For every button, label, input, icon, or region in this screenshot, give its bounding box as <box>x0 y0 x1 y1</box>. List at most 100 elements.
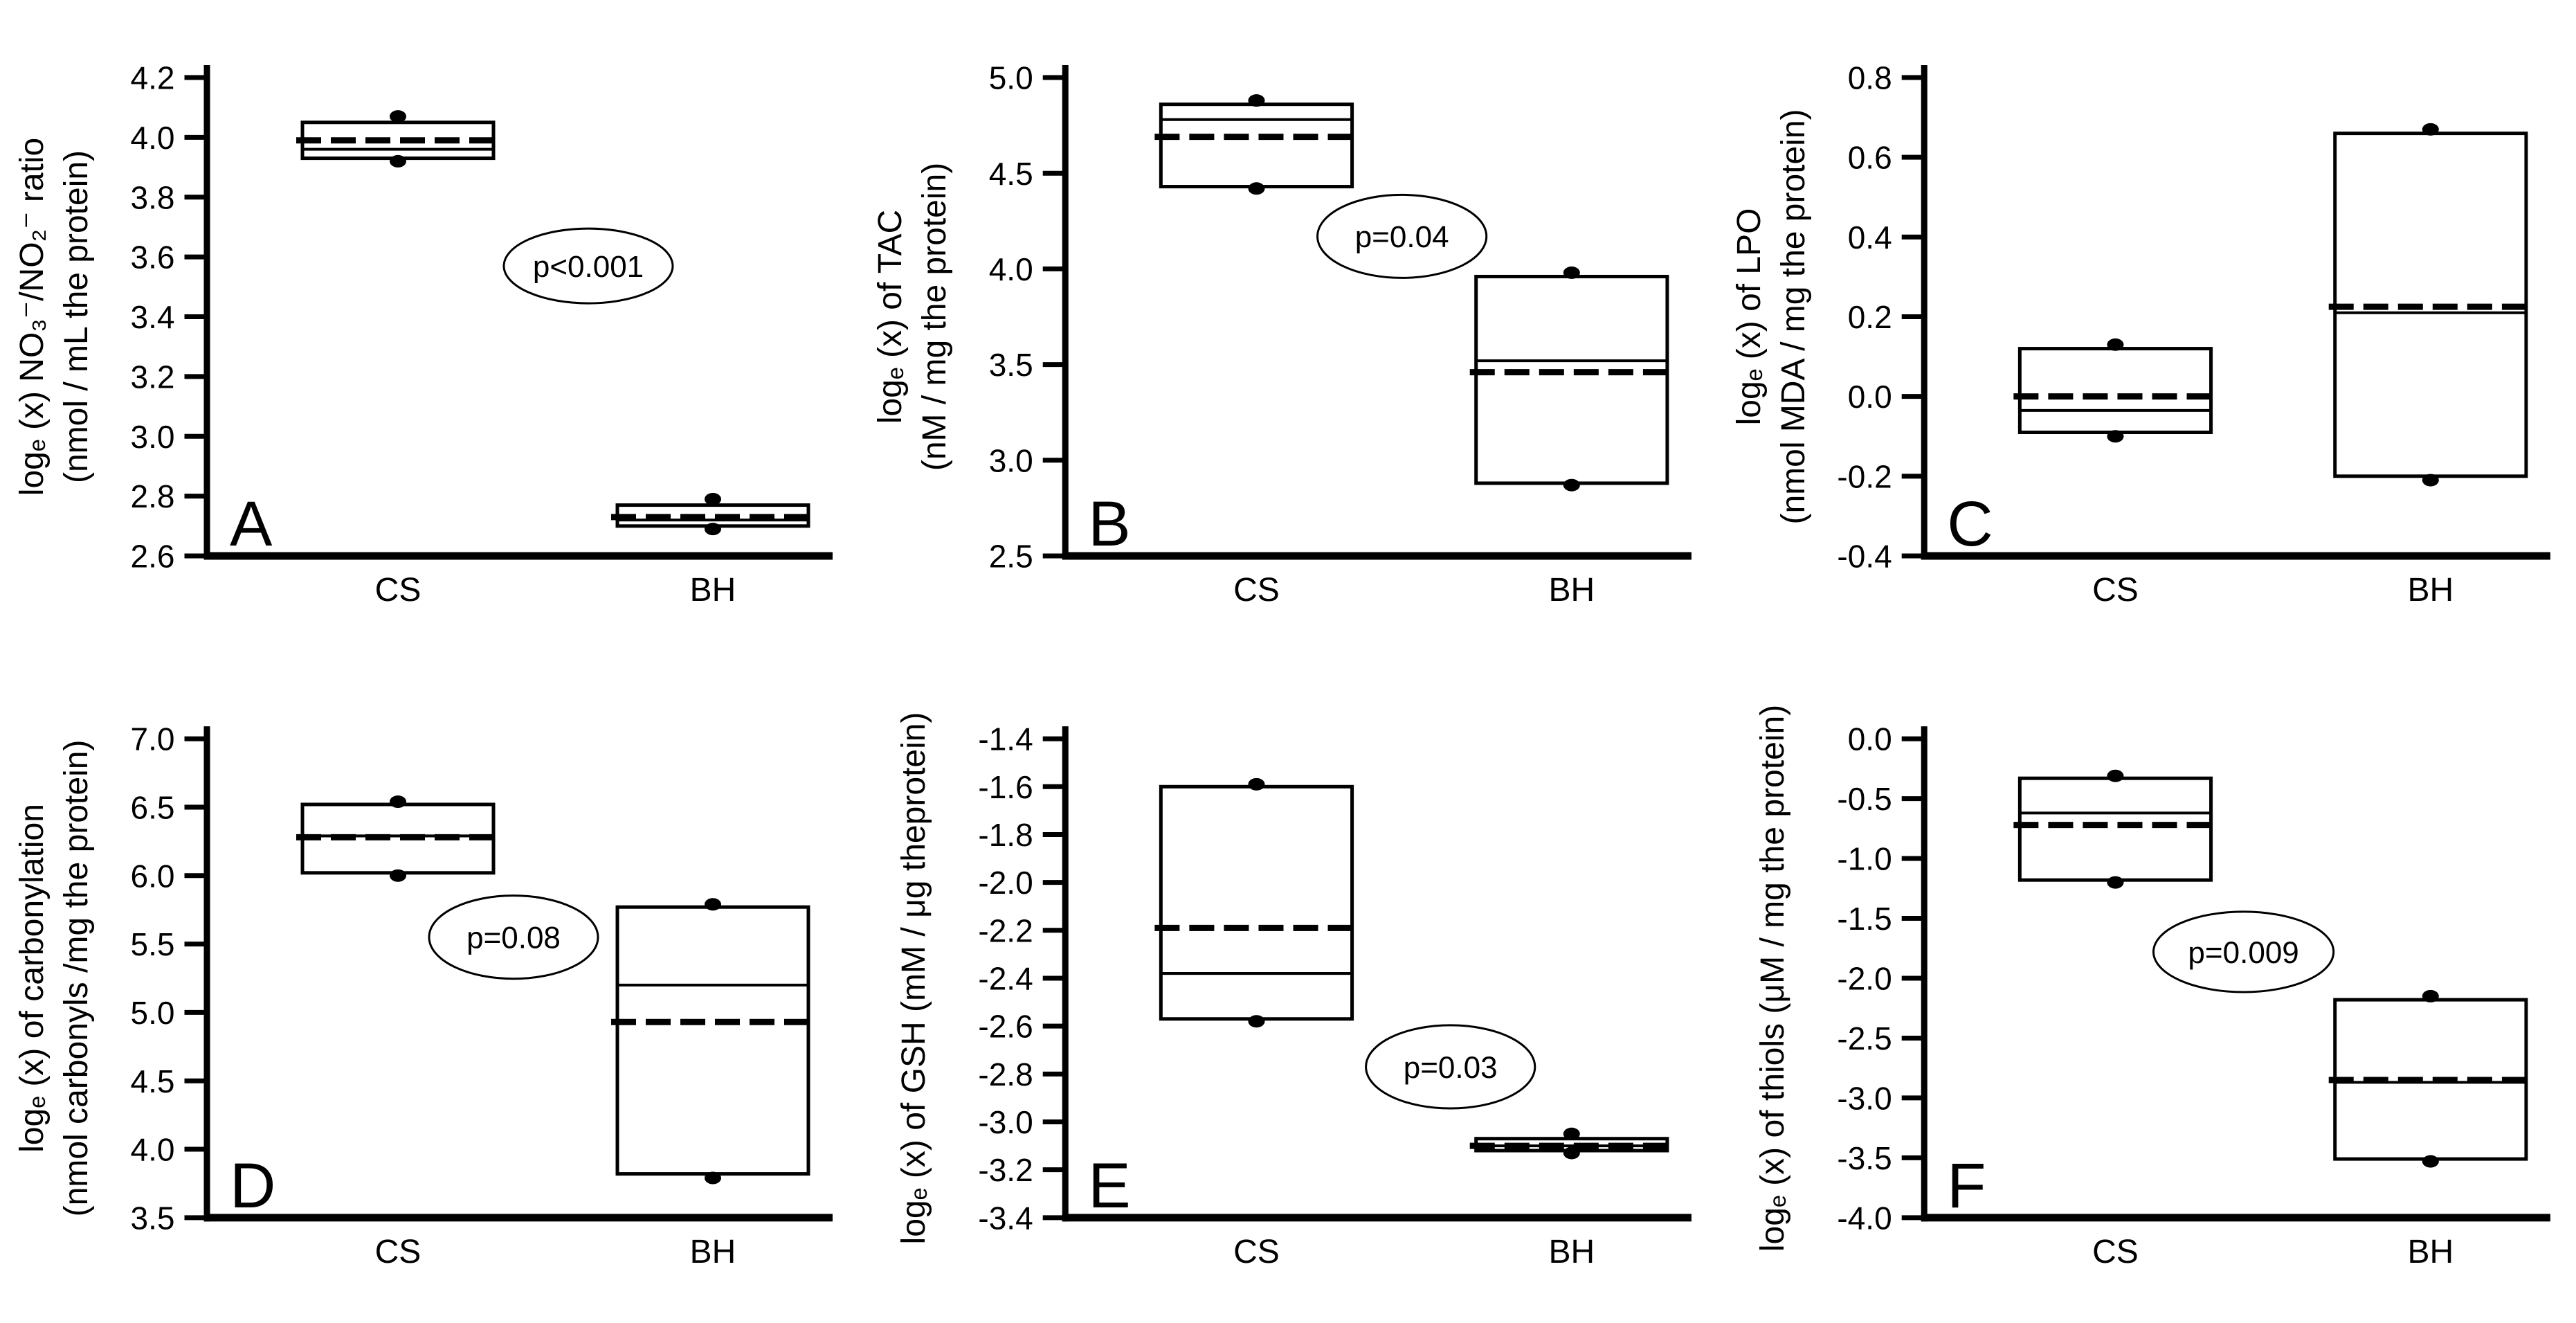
category-label-BH: BH <box>690 572 736 609</box>
whisker-high-dot-CS <box>1248 94 1265 107</box>
p-value-ellipse <box>428 894 599 980</box>
category-label-BH: BH <box>1548 572 1595 609</box>
panel-C: 0.8 0.6 0.4 0.2 0.0 -0.2 -0.4 logₑ (x) of LPO (n… <box>1717 0 2576 661</box>
y-tick-label: 6.5 <box>131 789 175 825</box>
whisker-low-dot-BH <box>705 523 721 536</box>
y-axis-label-line1: logₑ (x) of thiols (μM / mg the protein) <box>1754 705 1791 1252</box>
box-CS <box>2017 347 2213 434</box>
y-axis-label-line2: (nmol MDA / mg the protein) <box>1775 109 1812 525</box>
y-tick-label: -3.4 <box>978 1200 1033 1236</box>
y-tick-label: -2.0 <box>1837 961 1892 997</box>
panel-E-plot: -1.4 -1.6 -1.8 -2.0 -2.2 -2.4 -2.6 -2.8 -3.0 -3.2… <box>896 712 1691 1270</box>
category-label-CS: CS <box>375 1234 421 1270</box>
whisker-low-dot-CS <box>1248 182 1265 195</box>
y-tick-label: -0.5 <box>1837 781 1892 817</box>
panel-letter: F <box>1947 1150 1986 1221</box>
y-tick-label: 0.4 <box>1848 219 1892 255</box>
y-tick-label: -4.0 <box>1837 1200 1892 1236</box>
box-CS <box>1159 102 1354 189</box>
y-tick-label: -3.0 <box>978 1104 1033 1140</box>
panel-A: 4.2 4.0 3.8 3.6 3.4 3.2 3.0 2.8 2.6 logₑ (x) NO₃⁻… <box>0 0 858 661</box>
y-axis-label-line1: logₑ (x) of TAC <box>872 210 909 424</box>
whisker-high-dot-CS <box>390 795 406 809</box>
y-tick-label: -3.0 <box>1837 1080 1892 1116</box>
y-tick-label: 5.5 <box>131 926 175 962</box>
y-tick-label: -3.5 <box>1837 1140 1892 1176</box>
p-value-label: p=0.03 <box>1404 1051 1498 1085</box>
p-value-label: p=0.009 <box>2188 936 2298 970</box>
panel-E: -1.4 -1.6 -1.8 -2.0 -2.2 -2.4 -2.6 -2.8 -3.0 -3.2… <box>858 661 1717 1323</box>
box-CS <box>2017 776 2213 882</box>
category-label-CS: CS <box>1233 1234 1280 1270</box>
y-tick-label: 0.8 <box>1848 60 1892 96</box>
y-axis-label-line1: logₑ (x) of LPO <box>1731 208 1768 426</box>
panel-C-plot: 0.8 0.6 0.4 0.2 0.0 -0.2 -0.4 logₑ (x) of LPO (n… <box>1731 60 2550 609</box>
y-axis-label-line2: (nM / mg the protein) <box>916 163 953 471</box>
whisker-high-dot-BH <box>705 492 721 505</box>
y-tick-label: 3.6 <box>131 240 175 276</box>
category-label-CS: CS <box>2092 572 2139 609</box>
y-tick-label: 4.0 <box>131 1132 175 1168</box>
category-label-BH: BH <box>2407 1234 2453 1270</box>
y-axis-label-line1: logₑ (x) of GSH (mM / μg theprotein) <box>896 712 932 1244</box>
y-tick-label: 3.0 <box>131 419 175 455</box>
y-tick-label: -2.5 <box>1837 1020 1892 1056</box>
panel-D-plot: 7.0 6.5 6.0 5.5 5.0 4.5 4.0 3.5 logₑ (x) of carb… <box>14 721 833 1270</box>
whisker-high-dot-BH <box>2422 123 2439 136</box>
y-tick-label: -2.8 <box>978 1056 1033 1092</box>
p-value-label: p=0.04 <box>1355 220 1449 254</box>
box-BH <box>1474 274 1669 485</box>
y-tick-label: 3.8 <box>131 179 175 215</box>
panel-letter: C <box>1947 488 1993 559</box>
y-tick-label: -2.2 <box>978 912 1033 948</box>
whisker-high-dot-BH <box>1563 1127 1580 1140</box>
whisker-low-dot-BH <box>1563 1146 1580 1160</box>
whisker-high-dot-CS <box>2107 769 2124 782</box>
y-tick-label: 0.2 <box>1848 299 1892 335</box>
whisker-low-dot-CS <box>2107 430 2124 443</box>
y-tick-label: 6.0 <box>131 858 175 894</box>
y-tick-label: -1.6 <box>978 769 1033 805</box>
category-label-BH: BH <box>690 1234 736 1270</box>
y-tick-label: -1.0 <box>1837 841 1892 877</box>
whisker-high-dot-CS <box>2107 338 2124 351</box>
whisker-low-dot-CS <box>1248 1015 1265 1028</box>
y-tick-label: -2.0 <box>978 865 1033 901</box>
panel-letter: D <box>230 1150 275 1221</box>
whisker-high-dot-BH <box>705 898 721 911</box>
whisker-low-dot-CS <box>390 154 406 168</box>
y-tick-label: 4.2 <box>131 60 175 96</box>
y-tick-label: 3.2 <box>131 359 175 395</box>
whisker-high-dot-CS <box>390 110 406 123</box>
whisker-low-dot-CS <box>2107 876 2124 889</box>
whisker-low-dot-BH <box>2422 474 2439 487</box>
category-label-BH: BH <box>2407 572 2453 609</box>
y-axis-label-line2: (nmol carbonyls /mg the protein) <box>58 740 95 1217</box>
y-tick-label: 0.0 <box>1848 379 1892 415</box>
category-label-BH: BH <box>1548 1234 1595 1270</box>
panel-B: 5.0 4.5 4.0 3.5 3.0 2.5 logₑ (x) of TAC (nM / m… <box>858 0 1717 661</box>
y-tick-label: 0.0 <box>1848 721 1892 757</box>
p-value-ellipse <box>1365 1024 1536 1110</box>
y-tick-label: -3.2 <box>978 1152 1033 1188</box>
p-value-label: p=0.08 <box>466 921 561 955</box>
panel-F: 0.0 -0.5 -1.0 -1.5 -2.0 -2.5 -3.0 -3.5 -4.0 logₑ … <box>1717 661 2576 1323</box>
y-tick-label: 3.4 <box>131 299 175 335</box>
box-BH <box>615 905 810 1176</box>
y-tick-label: 5.0 <box>131 995 175 1031</box>
category-label-CS: CS <box>1233 572 1280 609</box>
y-tick-label: 5.0 <box>989 60 1033 96</box>
whisker-high-dot-BH <box>1563 266 1580 279</box>
y-tick-label: -1.4 <box>978 721 1033 757</box>
y-tick-label: -1.5 <box>1837 901 1892 937</box>
box-CS <box>1159 784 1354 1021</box>
whisker-high-dot-CS <box>1248 777 1265 791</box>
y-axis-label-line2: (nmol / mL the protein) <box>58 150 95 483</box>
y-axis-label-line1: logₑ (x) of carbonylation <box>14 804 51 1153</box>
y-tick-label: 0.6 <box>1848 140 1892 176</box>
y-tick-label: 3.5 <box>131 1200 175 1236</box>
category-label-CS: CS <box>2092 1234 2139 1270</box>
panel-letter: E <box>1088 1150 1130 1221</box>
panel-F-plot: 0.0 -0.5 -1.0 -1.5 -2.0 -2.5 -3.0 -3.5 -4.0 logₑ … <box>1754 705 2550 1270</box>
